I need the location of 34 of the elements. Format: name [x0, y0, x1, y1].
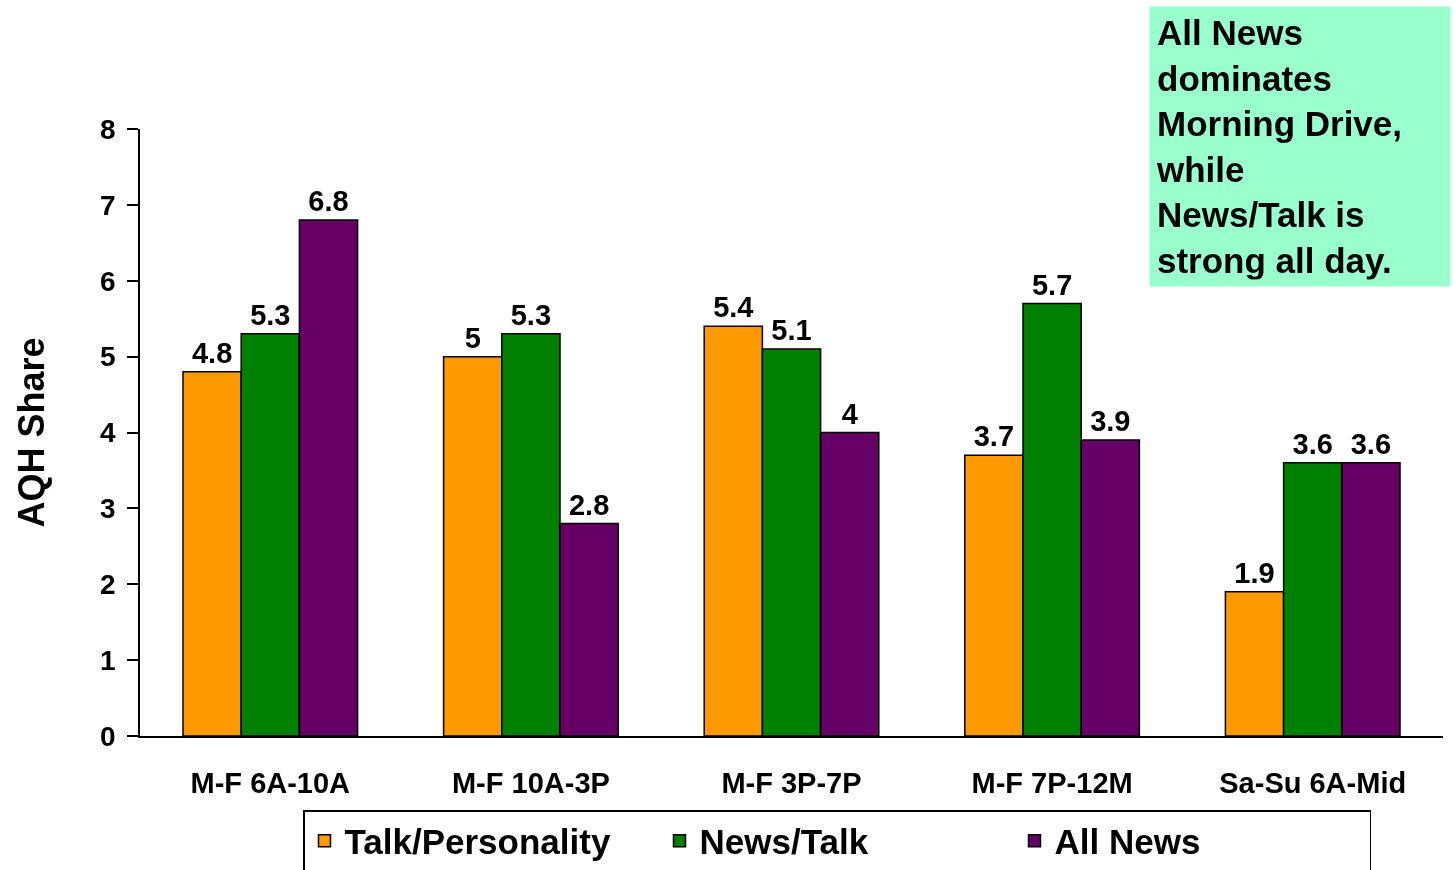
data-label: 6.8	[308, 185, 349, 218]
y-tick-label: 2	[100, 569, 116, 601]
data-label: 5.1	[771, 314, 812, 347]
data-label: 3.6	[1292, 427, 1333, 460]
data-label: 2.8	[568, 488, 610, 521]
legend-label: All News	[1054, 822, 1201, 862]
y-tick-label: 3	[100, 493, 116, 525]
data-label: 3.7	[973, 420, 1015, 453]
legend-label: Talk/Personality	[344, 822, 611, 862]
data-label: 5.4	[713, 291, 754, 324]
x-tick-label: Sa-Su 6A-Mid	[1219, 766, 1407, 799]
data-label: 5.7	[1031, 268, 1073, 301]
y-tick-label: 4	[100, 417, 117, 449]
y-tick-label: 8	[100, 113, 116, 145]
data-label: 5.3	[510, 298, 552, 331]
y-axis-title: AQH Share	[11, 337, 53, 528]
legend-label: News/Talk	[699, 822, 869, 862]
data-label: 5	[464, 321, 481, 354]
data-label: 4	[841, 397, 858, 430]
x-tick-label: M-F 7P-12M	[971, 766, 1133, 799]
data-label: 1.9	[1234, 556, 1275, 589]
x-tick-label: M-F 6A-10A	[190, 766, 351, 799]
y-tick-label: 0	[100, 720, 116, 752]
y-tick-label: 7	[100, 189, 116, 221]
data-label: 3.6	[1350, 427, 1392, 460]
data-label: 3.9	[1090, 405, 1131, 438]
y-tick-label: 1	[100, 644, 116, 676]
x-tick-label: M-F 3P-7P	[721, 766, 862, 799]
y-tick-label: 5	[100, 341, 116, 373]
data-label: 5.3	[250, 298, 291, 331]
x-tick-label: M-F 10A-3P	[451, 766, 610, 799]
data-label: 4.8	[191, 336, 233, 369]
annotation: All News dominates Morning Drive, while News/Talk is strong all day.	[1156, 13, 1403, 280]
y-tick-label: 6	[100, 265, 116, 297]
